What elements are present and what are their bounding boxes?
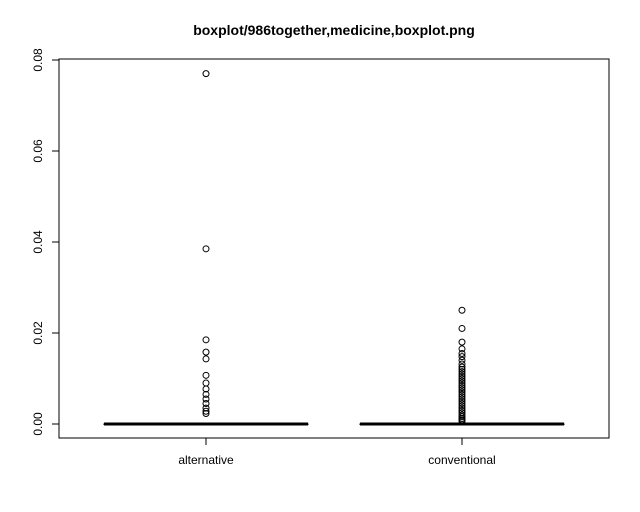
outlier-point — [202, 245, 210, 253]
outlier-point — [202, 336, 210, 344]
outlier-point — [202, 70, 210, 78]
y-tick-label: 0.08 — [31, 48, 45, 72]
outlier-point — [458, 395, 466, 403]
x-tick-label: alternative — [178, 453, 234, 467]
outlier-point — [202, 410, 210, 418]
outlier-point — [202, 385, 210, 393]
outlier-point — [458, 356, 466, 364]
outlier-point — [458, 397, 466, 405]
outlier-point — [458, 379, 466, 387]
outlier-point — [458, 349, 466, 357]
outlier-point — [458, 377, 466, 385]
outlier-point — [458, 375, 466, 382]
outlier-point — [458, 324, 466, 332]
x-tick-label: conventional — [428, 453, 495, 467]
outlier-point — [202, 379, 210, 387]
outlier-point — [458, 393, 466, 401]
y-tick-label: 0.06 — [31, 139, 45, 163]
outlier-point — [458, 404, 466, 412]
outlier-point — [202, 404, 210, 412]
plot-frame — [58, 58, 610, 439]
x-axis: alternative conventional — [178, 438, 496, 467]
outlier-point — [458, 368, 466, 376]
outlier-point — [458, 390, 466, 398]
outlier-point — [458, 400, 466, 408]
outlier-point — [202, 371, 210, 379]
outlier-point — [458, 345, 466, 353]
outlier-point — [458, 384, 466, 392]
y-tick-label: 0.04 — [31, 230, 45, 254]
outlier-point — [458, 363, 466, 371]
outlier-point — [458, 353, 466, 361]
outlier-point — [458, 413, 466, 421]
outlier-point — [458, 417, 466, 425]
outlier-point — [458, 402, 466, 410]
outlier-point — [202, 400, 210, 408]
outlier-point — [202, 407, 210, 415]
outlier-point — [458, 306, 466, 314]
outlier-point — [202, 355, 210, 363]
outlier-point — [458, 360, 466, 368]
outlier-point — [202, 395, 210, 403]
outlier-point — [458, 370, 466, 378]
outlier-point — [458, 372, 466, 380]
outlier-point — [458, 388, 466, 396]
box-series — [103, 70, 565, 426]
outlier-point — [458, 386, 466, 394]
box-conventional — [359, 306, 565, 426]
outlier-point — [458, 381, 466, 389]
box-alternative — [103, 70, 309, 426]
outlier-point — [458, 365, 466, 373]
y-axis: 0.00 0.02 0.04 0.06 0.08 — [31, 48, 59, 436]
chart-title: boxplot/986together,medicine,boxplot.png — [193, 22, 475, 38]
outlier-point — [202, 348, 210, 356]
outlier-point — [458, 338, 466, 346]
outlier-point — [202, 390, 210, 398]
y-tick-label: 0.02 — [31, 321, 45, 345]
y-tick-label: 0.00 — [31, 412, 45, 436]
